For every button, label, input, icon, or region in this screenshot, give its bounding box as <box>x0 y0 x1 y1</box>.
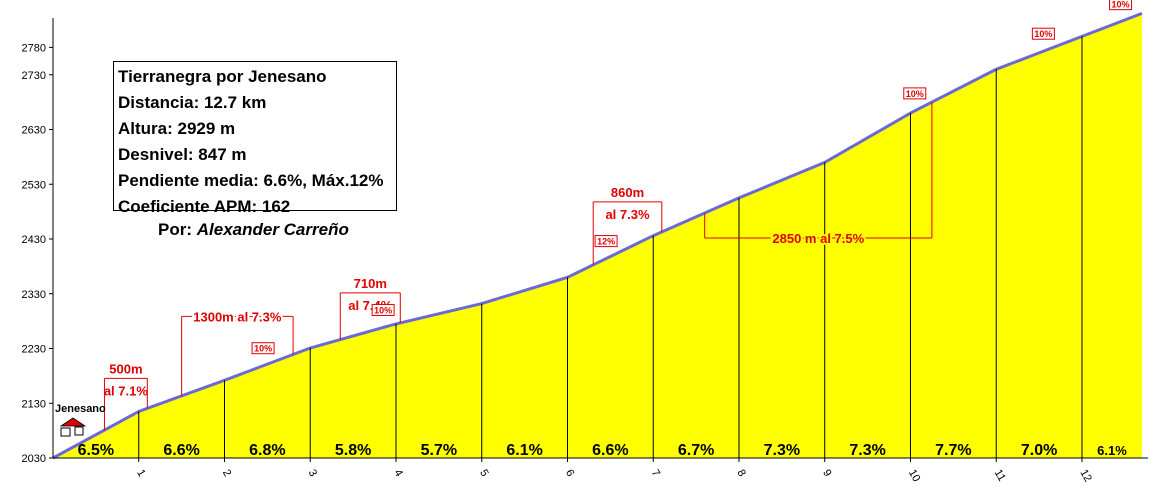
segment-gradient-label: 7.0% <box>1021 442 1057 459</box>
max-gradient-marker <box>594 235 618 248</box>
y-tick-label: 2130 <box>22 398 46 410</box>
x-tick-label: 2 <box>220 468 233 479</box>
segment-gradient-label: 7.7% <box>935 442 971 459</box>
segment-gradient-label: 6.6% <box>163 442 199 459</box>
annotation-label: 710m <box>354 276 387 291</box>
author-name: Alexander Carreño <box>196 220 349 239</box>
y-tick-label: 2430 <box>22 234 46 246</box>
segment-gradient-label: 6.6% <box>592 442 628 459</box>
x-tick-label: 8 <box>734 468 747 479</box>
start-town-label: Jenesano <box>55 403 106 415</box>
profile-area <box>53 13 1142 459</box>
route-title: Tierranegra por Jenesano <box>118 67 327 86</box>
route-gain: Desnivel: 847 m <box>118 145 247 164</box>
x-tick-label: 4 <box>391 468 404 479</box>
x-tick-label: 5 <box>477 468 490 479</box>
segment-gradient-label: 5.7% <box>421 442 457 459</box>
x-tick-label: 12 <box>1077 468 1094 485</box>
x-tick-label: 6 <box>563 468 576 479</box>
route-distance: Distancia: 12.7 km <box>118 93 267 112</box>
max-gradient-marker <box>251 342 275 355</box>
max-gradient-label: 10% <box>374 305 392 315</box>
x-tick-label: 1 <box>134 468 147 479</box>
town-roof-icon <box>59 417 87 427</box>
annotation-label: 500m <box>109 361 142 376</box>
annotation-label: al 7.1% <box>104 383 149 398</box>
max-gradient-marker <box>1109 0 1133 11</box>
x-tick-label: 3 <box>306 468 319 479</box>
town-house-icon <box>60 427 71 437</box>
segment-gradient-label: 6.1% <box>506 442 542 459</box>
x-tick-label: 9 <box>820 468 833 479</box>
y-tick-label: 2330 <box>22 289 46 301</box>
y-tick-label: 2630 <box>22 125 46 137</box>
max-gradient-marker <box>903 87 927 100</box>
max-gradient-label: 10% <box>1034 29 1052 39</box>
x-tick-label: 10 <box>906 468 923 485</box>
route-height: Altura: 2929 m <box>118 119 236 138</box>
y-tick-label: 2030 <box>22 453 46 465</box>
route-gradient: Pendiente media: 6.6%, Máx.12% <box>118 171 384 190</box>
segment-gradient-label: 7.3% <box>764 442 800 459</box>
segment-gradient-label: 6.8% <box>249 442 285 459</box>
x-tick-label: 7 <box>649 468 662 479</box>
profile-line <box>52 11 1143 460</box>
max-gradient-label: 10% <box>1112 0 1130 10</box>
max-gradient-label: 10% <box>254 344 272 354</box>
annotation-label: 2850 m al 7.5% <box>772 231 864 246</box>
max-gradient-label: 10% <box>906 89 924 99</box>
route-info-box: Tierranegra por Jenesano Distancia: 12.7… <box>113 61 397 216</box>
annotation-label: al 7.3% <box>605 207 650 222</box>
x-tick-label: 11 <box>992 468 1008 484</box>
y-tick-label: 2530 <box>22 179 46 191</box>
author-prefix: Por: <box>158 220 197 239</box>
annotation-label: 860m <box>611 185 644 200</box>
segment-gradient-label: 6.1% <box>1097 443 1127 458</box>
segment-gradient-label: 7.3% <box>849 442 885 459</box>
author-credit: Por: Alexander Carreño <box>158 220 349 240</box>
y-tick-label: 2780 <box>22 42 46 54</box>
max-gradient-label: 12% <box>597 237 615 247</box>
segment-gradient-label: 6.5% <box>78 442 114 459</box>
route-apm: Coeficiente APM: 162 <box>118 197 291 216</box>
max-gradient-marker <box>371 303 395 316</box>
annotation-label: 1300m al 7.3% <box>193 309 282 324</box>
town-house-icon <box>74 426 84 436</box>
segment-gradient-label: 6.7% <box>678 442 714 459</box>
y-tick-label: 2230 <box>22 344 46 356</box>
segment-gradient-label: 5.8% <box>335 442 371 459</box>
max-gradient-marker <box>1031 27 1055 40</box>
y-tick-label: 2730 <box>22 70 46 82</box>
